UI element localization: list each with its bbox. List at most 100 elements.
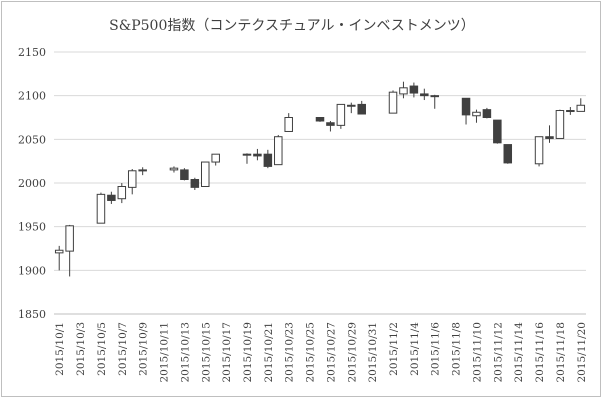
x-tick-label: 2015/11/14 — [513, 322, 525, 383]
candle — [138, 167, 147, 176]
x-tick-label: 2015/10/7 — [117, 322, 129, 376]
candle — [180, 168, 189, 181]
x-tick-label: 2015/10/25 — [305, 322, 317, 383]
x-tick-label: 2015/11/8 — [451, 322, 463, 376]
candle — [54, 245, 64, 271]
candle — [96, 192, 106, 224]
candle — [169, 166, 179, 173]
candle-body-down — [190, 179, 200, 188]
candle-body-up — [274, 136, 283, 166]
candle-body-up — [534, 136, 544, 165]
candle-body-up — [117, 185, 127, 200]
candle-body-up — [399, 87, 408, 95]
y-tick-label: 1900 — [18, 264, 46, 277]
candle — [284, 113, 293, 132]
x-tick-label: 2015/10/27 — [325, 322, 337, 383]
candle-body-up — [200, 161, 210, 187]
candle-body-up — [347, 104, 356, 107]
candle-body-up — [65, 225, 74, 252]
candle-body-down — [357, 103, 366, 115]
x-axis: 2015/10/1 2015/10/3 2015/10/5 2015/10/7 2015… — [54, 322, 588, 383]
candle — [326, 120, 335, 132]
candle — [420, 88, 429, 101]
candle-body-down — [503, 144, 513, 164]
x-tick-label: 2015/10/29 — [346, 322, 358, 383]
y-tick-label: 1850 — [18, 308, 46, 321]
candle — [117, 183, 127, 204]
candle — [566, 107, 575, 115]
y-axis: 1850 1900 1950 2000 2050 2100 2150 — [18, 46, 46, 321]
x-tick-label: 2015/11/20 — [576, 322, 588, 383]
candle-body-up — [138, 169, 147, 172]
candle-body-up — [242, 153, 252, 156]
candle-body-down — [263, 153, 273, 167]
grid-lines — [54, 51, 586, 315]
y-tick-label: 2050 — [18, 133, 46, 146]
x-tick-label: 2015/10/31 — [367, 322, 379, 383]
x-tick-label: 2015/10/21 — [263, 322, 275, 383]
x-tick-label: 2015/11/4 — [409, 322, 421, 376]
candle — [493, 119, 502, 144]
candle — [555, 109, 565, 139]
candle — [472, 109, 481, 123]
candle-body-up — [127, 170, 137, 188]
x-tick-label: 2015/10/17 — [221, 322, 233, 383]
candle-body-down — [566, 110, 575, 113]
y-tick-label: 2100 — [18, 90, 46, 103]
candle-body-down — [253, 153, 262, 157]
candle — [430, 94, 440, 109]
candle-body-down — [107, 194, 116, 201]
candle — [127, 169, 137, 195]
candle — [388, 90, 398, 114]
candle-body-down — [420, 93, 429, 97]
x-tick-label: 2015/11/6 — [430, 322, 442, 376]
candle — [242, 153, 252, 164]
y-tick-label: 2150 — [18, 46, 46, 59]
x-tick-label: 2015/10/19 — [242, 322, 254, 383]
candles — [54, 81, 586, 277]
candle-body-up — [576, 104, 586, 112]
candle — [336, 103, 346, 129]
candle — [274, 134, 283, 166]
candle — [503, 144, 513, 164]
candle-body-down — [315, 117, 325, 122]
x-tick-label: 2015/10/5 — [96, 322, 108, 376]
candle — [399, 81, 408, 99]
x-tick-label: 2015/11/10 — [471, 322, 483, 383]
candle-body-up — [388, 91, 398, 114]
candle-body-up — [96, 193, 106, 224]
candle — [534, 136, 544, 167]
chart-title: S&P500指数（コンテクスチュアル・インベストメンツ） — [109, 18, 475, 34]
candle — [211, 153, 220, 166]
x-tick-label: 2015/11/16 — [534, 322, 546, 383]
candle-body-down — [326, 122, 335, 126]
candle-body-down — [482, 109, 492, 118]
candle — [263, 149, 273, 169]
candle-body-up — [169, 167, 179, 171]
candle-body-up — [54, 249, 64, 254]
candle — [347, 102, 356, 114]
y-tick-label: 2000 — [18, 177, 46, 190]
candle-body-up — [555, 110, 565, 139]
candle — [315, 117, 325, 122]
candle-body-up — [284, 117, 293, 132]
candle-body-down — [409, 85, 419, 94]
x-tick-label: 2015/10/15 — [200, 322, 212, 383]
x-tick-label: 2015/10/9 — [138, 322, 150, 376]
x-tick-label: 2015/10/3 — [75, 322, 87, 376]
candle — [190, 177, 200, 190]
candle — [461, 97, 471, 125]
candle-body-down — [545, 136, 554, 139]
candle-body-down — [180, 169, 189, 181]
x-tick-label: 2015/10/11 — [159, 322, 171, 383]
candle-body-down — [430, 95, 440, 98]
x-tick-label: 2015/10/13 — [179, 322, 191, 383]
candle — [409, 82, 419, 98]
candle — [107, 191, 116, 204]
candle — [482, 107, 492, 119]
x-tick-label: 2015/10/23 — [284, 322, 296, 383]
candle-body-up — [472, 111, 481, 117]
x-tick-label: 2015/11/18 — [555, 322, 567, 383]
